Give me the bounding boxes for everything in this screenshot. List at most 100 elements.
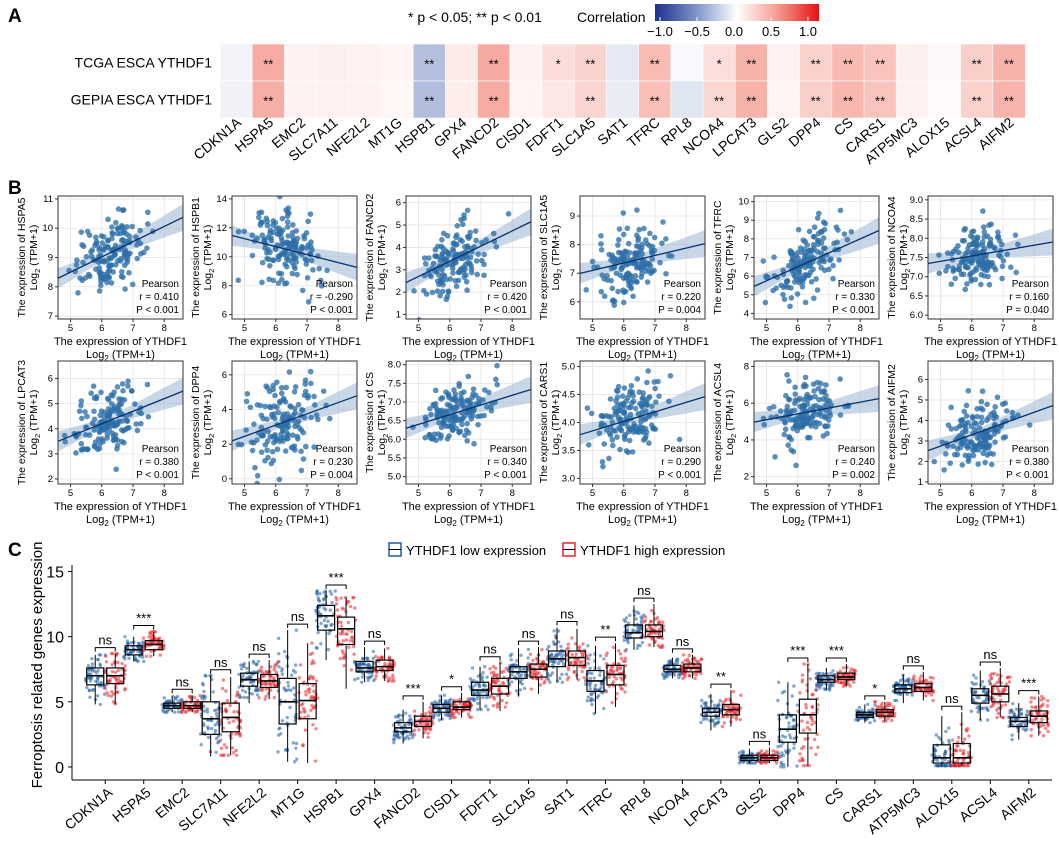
- data-point: [440, 271, 446, 278]
- data-point: [948, 426, 955, 432]
- jitter-point: [104, 660, 109, 664]
- data-point: [802, 251, 809, 257]
- box-body: [317, 604, 336, 631]
- y-axis-unit: Log2 (TPM+1): [724, 225, 738, 291]
- box-body: [624, 624, 644, 639]
- data-point: [815, 241, 822, 248]
- data-point: [640, 261, 647, 268]
- jitter-point: [226, 753, 230, 757]
- significance-label: ns: [560, 607, 574, 622]
- jitter-point: [215, 714, 219, 719]
- data-point: [984, 417, 990, 424]
- jitter-point: [198, 693, 202, 698]
- data-point: [625, 404, 632, 411]
- jitter-point: [753, 761, 758, 765]
- data-point: [954, 446, 961, 452]
- jitter-point: [626, 621, 631, 626]
- jitter-point: [436, 704, 441, 708]
- jitter-point: [699, 657, 704, 661]
- y-axis-unit: Log2 (TPM+1): [376, 390, 390, 456]
- jitter-point: [721, 700, 725, 705]
- data-point: [826, 266, 832, 273]
- data-point: [822, 414, 829, 421]
- colorbar-tick-label: 1.0: [799, 24, 817, 39]
- data-point: [292, 384, 299, 390]
- data-point: [955, 249, 962, 256]
- data-point: [133, 242, 140, 248]
- jitter-point: [814, 752, 818, 757]
- jitter-point: [572, 659, 577, 664]
- data-point: [86, 273, 93, 280]
- jitter-point: [342, 607, 346, 611]
- data-point: [818, 380, 824, 387]
- jitter-point: [294, 628, 299, 632]
- data-point: [634, 207, 640, 213]
- jitter-point: [839, 680, 843, 685]
- data-point: [765, 274, 771, 281]
- data-point: [811, 419, 817, 426]
- data-point: [965, 387, 972, 394]
- data-point: [613, 270, 620, 277]
- data-point: [280, 395, 287, 402]
- box-group-ncoa4: ns: [660, 634, 704, 681]
- jitter-point: [616, 649, 621, 653]
- data-point: [313, 412, 320, 418]
- jitter-point: [335, 608, 340, 612]
- method-label: Pearson: [142, 444, 179, 455]
- data-point: [801, 246, 807, 253]
- data-point: [971, 420, 978, 426]
- jitter-point: [653, 631, 658, 636]
- data-point: [105, 216, 111, 223]
- data-point: [118, 268, 125, 275]
- jitter-point: [220, 686, 225, 691]
- jitter-point: [587, 670, 591, 675]
- jitter-point: [255, 693, 260, 697]
- jitter-point: [792, 736, 797, 741]
- jitter-point: [165, 699, 169, 703]
- jitter-point: [795, 764, 799, 768]
- jitter-point: [680, 660, 685, 665]
- jitter-point: [368, 664, 372, 668]
- data-point: [96, 445, 103, 452]
- y-tick-label: 3: [918, 436, 923, 447]
- data-point: [782, 426, 789, 433]
- data-point: [114, 384, 121, 390]
- jitter-point: [402, 724, 407, 728]
- jitter-point: [272, 695, 277, 700]
- data-point: [804, 242, 811, 248]
- jitter-point: [407, 737, 411, 741]
- jitter-point: [102, 692, 107, 696]
- x-tick-label: 8: [510, 323, 515, 334]
- data-point: [481, 261, 487, 268]
- y-axis-title: The expression of FANCD2: [364, 193, 376, 321]
- data-point: [806, 434, 813, 441]
- jitter-point: [374, 654, 378, 659]
- data-point: [115, 418, 122, 425]
- jitter-point: [192, 695, 197, 700]
- data-point: [304, 275, 311, 281]
- data-point: [640, 437, 647, 443]
- data-point: [788, 408, 794, 414]
- r-value: r = 0.240: [835, 457, 875, 468]
- data-point: [493, 376, 499, 383]
- significance-bracket: [479, 656, 501, 661]
- heatmap-cell: [541, 80, 575, 119]
- jitter-point: [699, 720, 703, 725]
- box-group-cs: ***: [814, 643, 858, 692]
- x-unit-suffix: (TPM+1): [109, 349, 155, 361]
- data-point: [635, 429, 642, 436]
- jitter-point: [779, 744, 783, 748]
- x-tick-label: 7: [478, 488, 483, 499]
- data-point: [612, 411, 619, 418]
- data-point: [118, 222, 125, 229]
- jitter-point: [782, 762, 786, 767]
- x-unit-subscript: 2: [278, 354, 283, 363]
- data-point: [254, 402, 261, 408]
- r-value: r = 0.160: [1009, 292, 1049, 303]
- jitter-point: [393, 715, 398, 719]
- heatmap-cell: [895, 80, 930, 119]
- y-unit-prefix: Log: [898, 438, 910, 456]
- data-point: [608, 265, 615, 272]
- jitter-point: [488, 667, 492, 671]
